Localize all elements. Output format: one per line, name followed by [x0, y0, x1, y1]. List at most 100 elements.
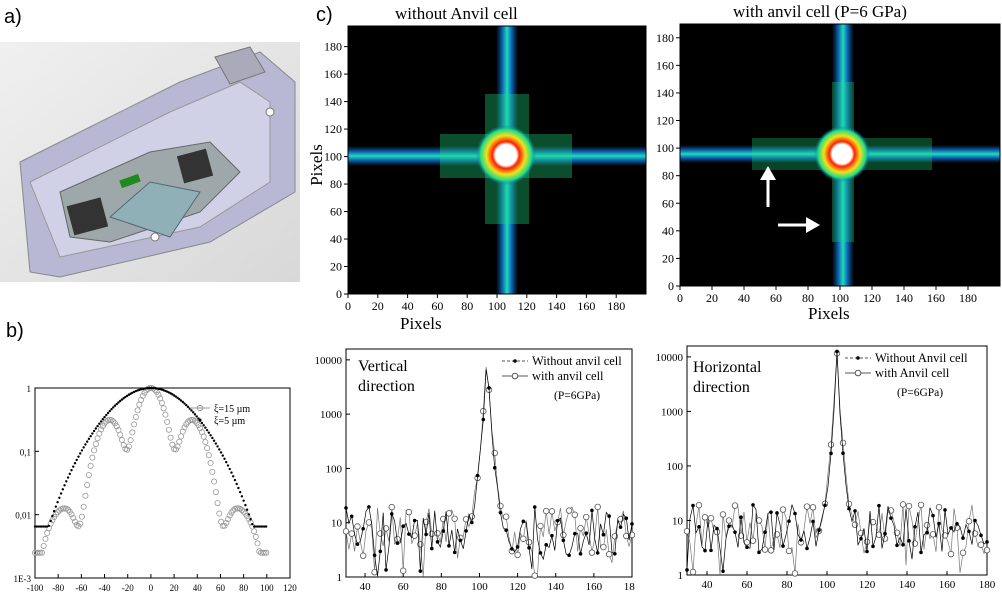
vertical-xtick: 180 — [624, 581, 635, 593]
vertical-frame — [345, 348, 633, 578]
coherence-ytick: 1 — [27, 384, 32, 394]
arrow-up-annotation — [760, 166, 776, 207]
horizontal-ytick: 1000 — [661, 406, 684, 418]
heatmap-right-xtick: 140 — [895, 291, 913, 305]
heatmap-right-ytick: 140 — [656, 86, 674, 100]
horizontal-annotation-line1: Horizontal — [693, 359, 762, 376]
horizontal-direction-plot: 40 60 80 100 120 140 160 180 1 10 100 1000 10000 Hori… — [656, 345, 996, 591]
vertical-xtick: 140 — [547, 581, 564, 593]
heatmap-right-ytick: 20 — [662, 251, 674, 265]
heatmap-left-chart: 0 20 40 60 80 100 120 140 160 180 0 20 40 60 80 100 120 1… — [324, 25, 647, 313]
horizontal-ytick: 10 — [672, 515, 684, 527]
coherence-xtick: 80 — [239, 583, 249, 593]
horizontal-xtick: 60 — [742, 579, 754, 591]
heatmap-right-ytick: 160 — [656, 58, 674, 72]
heatmap-right-xtick: 60 — [770, 291, 782, 305]
horizontal-xtick: 40 — [702, 579, 714, 591]
vertical-xtick: 40 — [360, 581, 372, 593]
heatmap-right-ytick: 40 — [662, 224, 674, 238]
coherence-xtick: 120 — [283, 583, 297, 593]
heatmap-left-ytick: 160 — [324, 67, 342, 81]
coherence-xtick: -100 — [27, 583, 44, 593]
heatmap-left-ytick: 120 — [324, 122, 342, 136]
heatmap-right-chart: 0 20 40 60 80 100 120 140 160 180 0 20 40 60 80 100 120 1… — [656, 23, 1001, 305]
heatmap-left-xtick: 120 — [518, 299, 536, 313]
heatmap-left-xtick: 20 — [372, 299, 384, 313]
series-xi5 — [33, 386, 268, 528]
heatmap-left-ytick: 80 — [330, 177, 342, 191]
coherence-xtick: 40 — [193, 583, 203, 593]
coherence-frame — [34, 387, 291, 579]
vertical-direction-plot: 40 60 80 100 120 140 160 180 1 10 100 1000 10000 Vert… — [315, 348, 635, 593]
heatmap-right-xlabel: Pixels — [808, 304, 850, 323]
coherence-xtick: 100 — [260, 583, 274, 593]
heatmap-right-xtick: 100 — [831, 291, 849, 305]
coherence-ytick: 0,01 — [15, 511, 31, 521]
horizontal-xtick: 80 — [782, 579, 794, 591]
heatmap-right-xtick: 180 — [959, 291, 977, 305]
coherence-ytick: 1E-3 — [14, 574, 32, 584]
vertical-xtick: 100 — [471, 581, 488, 593]
vertical-xtick: 120 — [509, 581, 526, 593]
series-xi15 — [32, 384, 270, 556]
vertical-series-without-anvil — [344, 369, 634, 577]
heatmap-left-xtick: 140 — [548, 299, 566, 313]
heatmap-left-ytick: 60 — [330, 205, 342, 219]
heatmap-left-ytick: 40 — [330, 232, 342, 246]
heatmap-left-ytick: 180 — [324, 40, 342, 54]
anvil-cell-render — [0, 42, 300, 282]
heatmap-left-ytick: 0 — [336, 287, 342, 301]
vertical-xtick: 80 — [436, 581, 448, 593]
horizontal-legend-with: with Anvil cell — [875, 366, 950, 380]
heatmap-left-xtick: 160 — [577, 299, 595, 313]
heatmap-right-ytick: 0 — [668, 279, 674, 293]
coherence-xtick: -40 — [99, 583, 111, 593]
heatmap-right-title: with anvil cell (P=6 GPa) — [733, 2, 907, 21]
heatmap-left-xlabel: Pixels — [400, 314, 442, 333]
heatmap-left-ytick: 100 — [324, 150, 342, 164]
legend-xi15: ξ=15 µm — [214, 404, 250, 415]
coherence-xtick: -60 — [75, 583, 87, 593]
coherence-xtick: 0 — [149, 583, 154, 593]
horizontal-frame — [686, 345, 988, 576]
vertical-ytick: 10000 — [315, 355, 343, 367]
heatmap-right-ytick: 80 — [662, 169, 674, 183]
horizontal-xtick: 120 — [859, 579, 876, 591]
heatmap-left-xtick: 40 — [402, 299, 414, 313]
heatmap-right-ytick: 120 — [656, 114, 674, 128]
heatmap-right-xtick: 20 — [706, 291, 718, 305]
coherence-xtick: -80 — [52, 583, 64, 593]
heatmap-right-xtick: 80 — [802, 291, 814, 305]
vertical-ytick: 10 — [331, 518, 343, 530]
vertical-legend-without: Without anvil cell — [532, 354, 622, 368]
heatmap-right-xtick: 0 — [677, 291, 683, 305]
heatmap-left-ylabel: Pixels — [306, 144, 326, 186]
coherence-xtick: 60 — [216, 583, 226, 593]
arrow-right-annotation — [778, 217, 820, 233]
legend-xi5: ξ=5 µm — [214, 416, 245, 427]
horizontal-ytick: 10000 — [656, 352, 684, 364]
vertical-legend-pressure: (P=6GPa) — [554, 390, 600, 402]
vertical-annotation-line2: direction — [358, 378, 415, 395]
heatmap-left-xtick: 0 — [345, 299, 351, 313]
vertical-ytick: 1 — [337, 572, 343, 584]
horizontal-ytick: 100 — [667, 461, 684, 473]
vertical-annotation-line1: Vertical — [358, 358, 408, 375]
heatmap-left-title: without Anvil cell — [395, 4, 518, 23]
heatmap-right-xtick: 160 — [927, 291, 945, 305]
heatmap-left-ytick: 140 — [324, 95, 342, 109]
coherence-plot: -100 -80 -60 -40 -20 0 20 40 60 80 100 120 1E-3 0,01 0… — [14, 384, 298, 593]
horizontal-annotation-line2: direction — [693, 379, 750, 396]
coherence-xtick: 20 — [170, 583, 180, 593]
panel-label-c: c) — [316, 4, 333, 26]
coherence-xtick: -20 — [122, 583, 134, 593]
coherence-ytick: 0,1 — [20, 447, 31, 457]
horizontal-legend-without: Without Anvil cell — [875, 351, 968, 365]
heatmap-left-ytick: 20 — [330, 260, 342, 274]
panel-label-b: b) — [6, 320, 24, 342]
heatmap-left-xtick: 80 — [461, 299, 473, 313]
horizontal-series-without-anvil — [685, 349, 989, 573]
heatmap-left-xtick: 180 — [607, 299, 625, 313]
horizontal-ytick: 1 — [678, 570, 684, 582]
horizontal-xtick: 100 — [819, 579, 836, 591]
